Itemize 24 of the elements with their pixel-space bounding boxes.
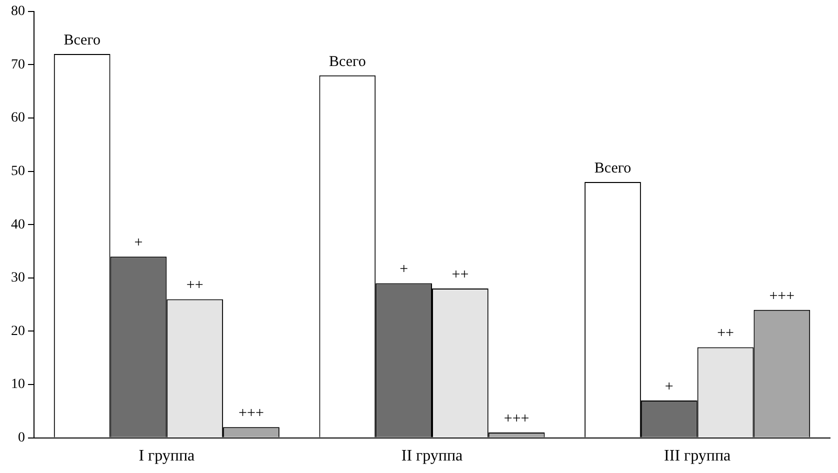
y-tick-label: 60 xyxy=(11,110,25,126)
x-tick-label: III группа xyxy=(664,448,731,465)
text: Всего xyxy=(594,160,632,176)
series-label: +++ xyxy=(238,406,264,422)
y-tick-label: 0 xyxy=(18,430,25,446)
x-tick-label: II группа xyxy=(401,448,463,465)
y-tick-label: 70 xyxy=(11,57,25,72)
text: Всего xyxy=(329,54,366,70)
text: ++ xyxy=(452,266,469,283)
text: + xyxy=(400,262,408,278)
series-label: ++ xyxy=(186,278,204,294)
y-tick-label: 20 xyxy=(11,324,25,339)
series-label: Всего xyxy=(64,32,100,48)
text: +++ xyxy=(504,410,530,427)
y-tick-label: 50 xyxy=(11,164,25,179)
text: +++ xyxy=(769,288,795,304)
series-label: + xyxy=(134,235,143,252)
y-tick-label: 30 xyxy=(11,270,25,286)
y-tick-label: 10 xyxy=(11,377,25,392)
y-tick-label: 80 xyxy=(11,4,25,20)
text: ++ xyxy=(717,326,734,342)
y-tick-label: 40 xyxy=(11,217,25,232)
text: + xyxy=(664,378,674,395)
x-tick-label: I группа xyxy=(138,448,195,465)
